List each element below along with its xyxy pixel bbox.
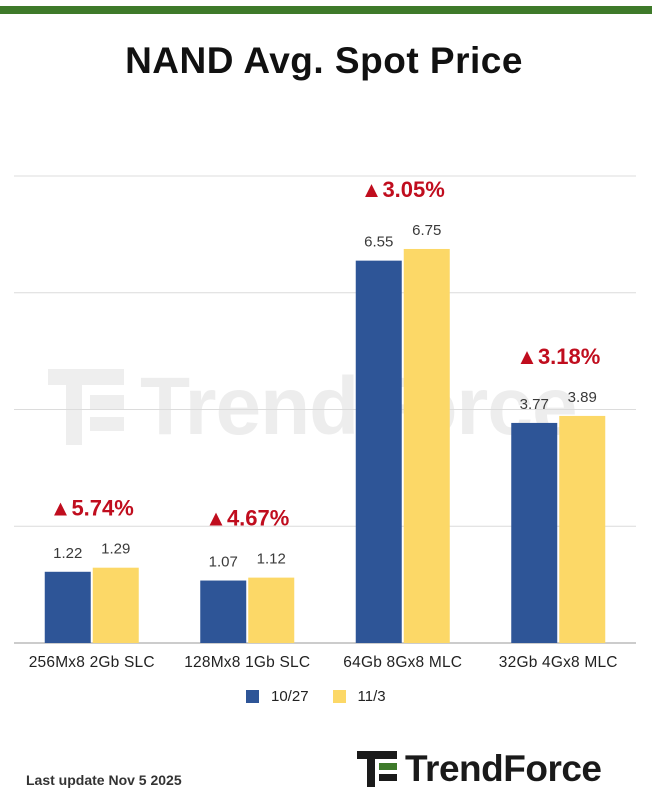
- data-label-series-2-2: 1.12: [257, 551, 286, 568]
- legend-item-series-1: 10/27: [246, 688, 309, 705]
- chart-title: NAND Avg. Spot Price: [125, 40, 523, 81]
- bar-series-1-3: [355, 260, 402, 643]
- legend: 10/27 11/3: [246, 688, 404, 705]
- legend-label-series-2: 11/3: [357, 688, 386, 705]
- legend-item-series-2: 11/3: [332, 688, 386, 705]
- change-annotations: ▲5.74% ▲4.67% ▲3.05% ▲3.18%: [50, 177, 601, 531]
- change-annotation-3: ▲3.05%: [361, 177, 445, 202]
- top-accent-bar: [0, 6, 652, 14]
- value-labels: 1.22 1.29 1.07 1.12 6.55 6.75 3.77 3.89: [53, 222, 597, 571]
- bar-series-1-4: [511, 422, 558, 643]
- category-labels: 256Mx8 2Gb SLC 128Mx8 1Gb SLC 64Gb 8Gx8 ML…: [29, 654, 618, 671]
- bar-series-1-2: [200, 580, 247, 643]
- data-label-series-2-1: 1.29: [101, 541, 130, 558]
- bar-series-2-4: [559, 415, 606, 643]
- change-annotation-1: ▲5.74%: [50, 496, 134, 521]
- legend-swatch-series-2: [332, 690, 346, 703]
- category-label-3: 64Gb 8Gx8 MLC: [343, 654, 462, 671]
- brand-logo: TrendForce: [355, 748, 602, 790]
- data-label-series-2-3: 6.75: [412, 222, 441, 239]
- data-label-series-2-4: 3.89: [568, 389, 597, 406]
- legend-swatch-series-1: [246, 690, 259, 703]
- bar-series-2-3: [403, 248, 450, 643]
- data-label-series-1-3: 6.55: [364, 234, 393, 251]
- last-update-text: Last update Nov 5 2025: [26, 772, 182, 788]
- brand-name: TrendForce: [405, 748, 602, 789]
- category-label-1: 256Mx8 2Gb SLC: [29, 654, 155, 671]
- trendforce-logo-icon: [357, 751, 397, 787]
- data-label-series-1-1: 1.22: [53, 545, 82, 562]
- bar-series-1-1: [44, 571, 91, 643]
- change-annotation-2: ▲4.67%: [205, 506, 289, 531]
- bars: [44, 248, 606, 643]
- legend-label-series-1: 10/27: [271, 688, 309, 705]
- category-label-4: 32Gb 4Gx8 MLC: [499, 654, 618, 671]
- bar-chart: 1.22 1.291.07 1.126.556.753.77 3.89 ▲5.74% ▲…: [14, 175, 636, 671]
- data-label-series-1-2: 1.07: [209, 554, 238, 571]
- change-annotation-4: ▲3.18%: [516, 344, 600, 369]
- bar-series-2-2: [248, 577, 295, 643]
- category-label-2: 128Mx8 1Gb SLC: [184, 654, 310, 671]
- data-label-series-1-4: 3.77: [520, 396, 549, 413]
- bar-series-2-1: [92, 567, 139, 643]
